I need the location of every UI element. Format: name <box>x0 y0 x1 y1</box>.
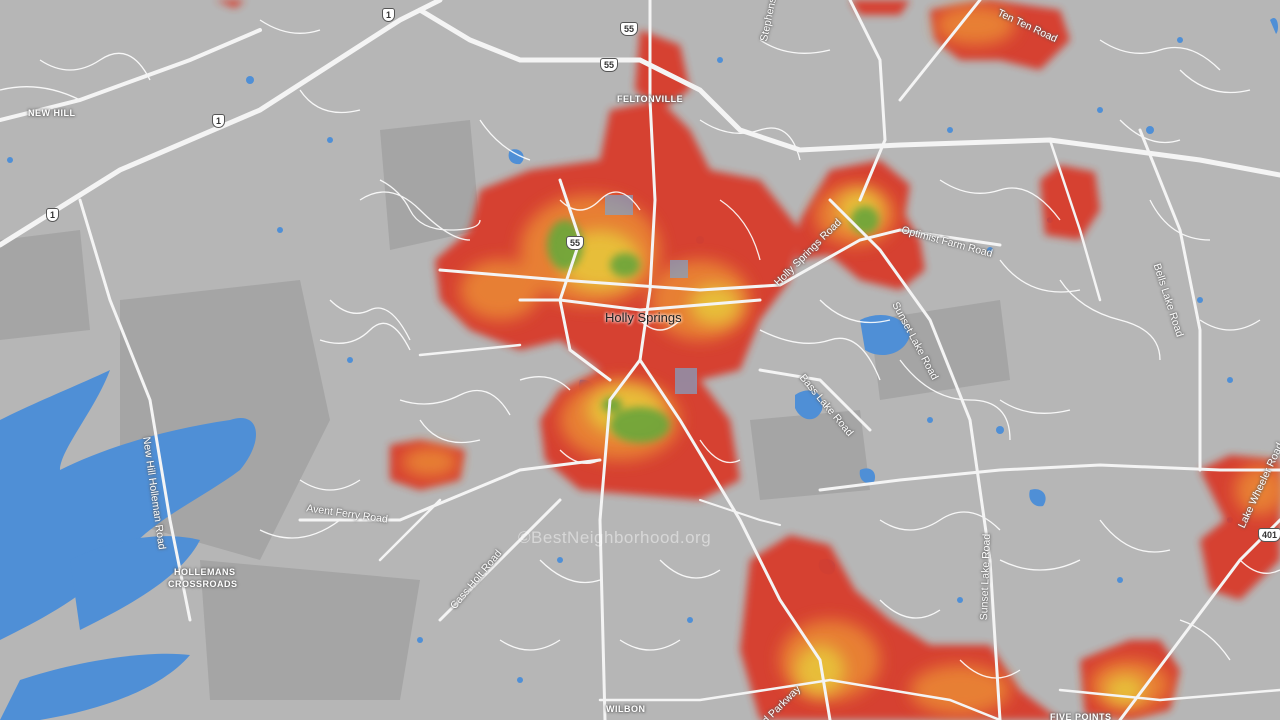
nc-55-shield: 55 <box>600 58 619 72</box>
us-1-shield: 1 <box>46 208 60 222</box>
nc-55-shield: 55 <box>566 236 585 250</box>
small-ponds <box>7 37 1233 683</box>
us-1-shield: 1 <box>212 114 226 128</box>
i-401-shield: 401 <box>1258 528 1280 542</box>
watermark: ©BestNeighborhood.org <box>518 528 712 547</box>
nc-55-shield: 55 <box>620 22 639 36</box>
minor-streets <box>0 19 1280 679</box>
us-1-shield: 1 <box>382 8 396 22</box>
